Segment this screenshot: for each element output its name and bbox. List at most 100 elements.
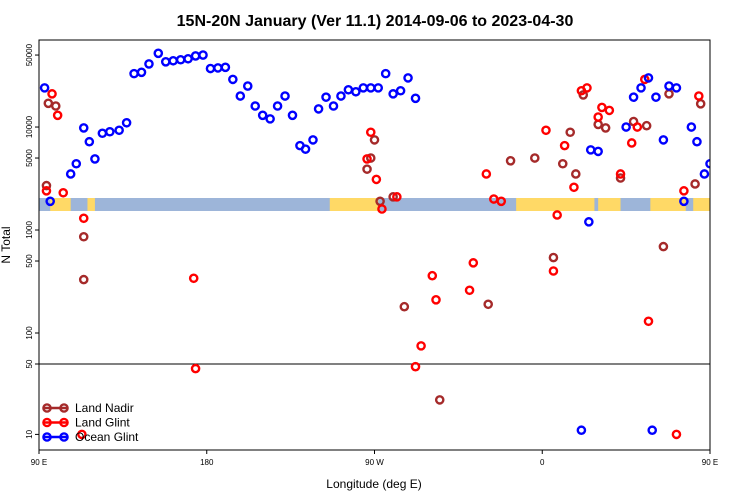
land-glint-point: [541, 125, 551, 136]
land-nadir-point: [43, 98, 54, 109]
ocean-glint-point: [84, 136, 95, 147]
map-land: [650, 198, 686, 211]
ocean-glint-point: [205, 63, 216, 74]
land-glint-point: [410, 361, 421, 372]
ocean-glint-point: [144, 59, 154, 69]
ocean-glint-point: [621, 122, 631, 132]
ocean-glint-point: [265, 114, 275, 124]
ocean-glint-point: [647, 425, 658, 436]
y-tick-label: 10000: [25, 115, 34, 138]
ocean-glint-point: [235, 91, 246, 101]
y-axis-label: N Total: [0, 226, 13, 263]
land-glint-point: [464, 285, 475, 296]
x-tick-label: 0: [540, 458, 545, 467]
ocean-glint-point: [39, 83, 50, 93]
ocean-glint-point: [242, 81, 253, 91]
y-tick-label: 50000: [25, 43, 34, 66]
map-land: [516, 198, 595, 211]
map-strip: [39, 198, 710, 211]
ocean-glint-point: [114, 125, 124, 136]
land-glint-point: [427, 270, 438, 281]
land-glint-point: [582, 83, 592, 93]
ocean-glint-point: [636, 83, 646, 93]
ocean-glint-point: [643, 73, 654, 83]
land-nadir-point: [78, 231, 89, 242]
ocean-glint-point: [584, 217, 594, 227]
y-tick-label: 5000: [25, 149, 34, 167]
land-glint-point: [643, 316, 654, 327]
land-nadir-point: [600, 123, 611, 133]
land-nadir-point: [78, 274, 89, 285]
land-glint-point: [615, 169, 626, 179]
land-nadir-point: [362, 164, 372, 174]
land-nadir-point: [548, 252, 559, 263]
land-glint-point: [392, 192, 402, 202]
x-tick-label: 90 W: [365, 458, 384, 467]
land-nadir-point: [593, 119, 603, 130]
x-axis: 90 E 180 90 W 0 90 E: [31, 450, 718, 467]
land-glint-point: [481, 169, 492, 179]
x-axis-label: Longitude (deg E): [326, 477, 421, 491]
land-glint-point: [694, 91, 704, 101]
legend-label-land-glint: Land Glint: [75, 416, 130, 430]
ocean-glint-point: [671, 83, 682, 93]
land-glint-point: [468, 258, 479, 268]
ocean-glint-point: [257, 110, 268, 121]
land-nadir-point: [658, 241, 669, 252]
ocean-glint-point: [664, 81, 674, 91]
ocean-glint-point: [313, 104, 324, 114]
ocean-glint-point: [105, 126, 115, 137]
map-land: [50, 198, 71, 211]
land-nadir-point: [615, 173, 626, 183]
ocean-glint-point: [679, 196, 689, 207]
ocean-glint-point: [373, 83, 384, 93]
ocean-glint-point: [272, 101, 283, 111]
land-nadir-point: [565, 127, 576, 138]
land-nadir-point: [695, 99, 706, 109]
land-glint-point: [552, 210, 562, 220]
land-glint-point: [371, 174, 382, 185]
ocean-glint-point: [198, 50, 208, 60]
ocean-glint-point: [190, 51, 201, 61]
ocean-glint-point: [358, 83, 369, 93]
land-glint-point: [377, 204, 387, 214]
ocean-glint-point: [336, 91, 346, 101]
land-glint-point: [597, 102, 607, 113]
ocean-glint-point: [692, 136, 702, 147]
ocean-glint-point: [97, 128, 108, 139]
ocean-glint-point: [593, 146, 603, 157]
land-glint-point: [671, 429, 682, 440]
land-nadir-point: [529, 153, 540, 163]
ocean-glint-point: [705, 158, 710, 169]
ocean-glint-point: [658, 135, 669, 145]
ocean-glint-point: [308, 135, 318, 145]
land-glint-point: [626, 138, 637, 148]
land-nadir-point: [641, 120, 652, 131]
ocean-glint-point: [380, 68, 391, 79]
chart-title: 15N-20N January (Ver 11.1) 2014-09-06 to…: [177, 13, 574, 30]
ocean-glint-point: [699, 169, 710, 179]
ocean-glint-point: [686, 122, 697, 132]
ocean-glint-point: [90, 154, 100, 164]
ocean-glint-point: [287, 110, 298, 121]
land-nadir-point: [434, 395, 445, 405]
ocean-glint-point: [71, 158, 82, 169]
ocean-glint-point: [45, 196, 55, 207]
legend-label-land-nadir: Land Nadir: [75, 401, 134, 415]
land-nadir-point: [664, 89, 674, 99]
ocean-glint-point: [228, 74, 238, 85]
ocean-glint-point: [129, 68, 139, 79]
y-tick-label: 1000: [25, 221, 34, 239]
legend-marker-land-glint: [42, 417, 52, 428]
ocean-glint-point: [651, 92, 661, 102]
land-nadir-point: [690, 179, 700, 189]
land-glint-point: [604, 105, 615, 116]
land-glint-point: [362, 154, 372, 164]
map-land: [693, 198, 710, 211]
ocean-glint-point: [160, 56, 171, 67]
land-nadir-point: [41, 180, 52, 191]
ocean-glint-point: [121, 117, 132, 128]
legend-label-ocean-glint: Ocean Glint: [75, 430, 139, 444]
